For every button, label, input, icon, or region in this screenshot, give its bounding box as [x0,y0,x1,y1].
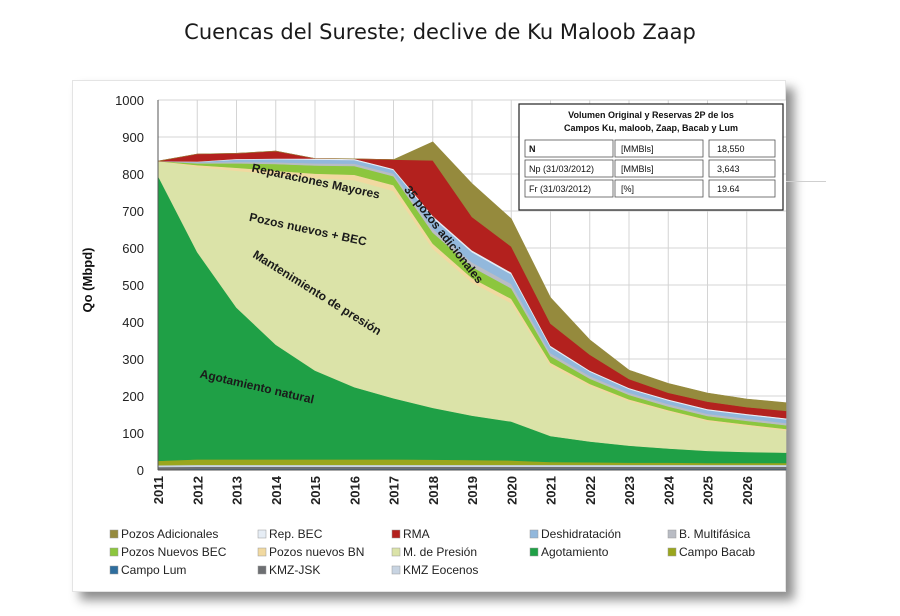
y-tick-label: 0 [137,463,144,478]
series-area-kmz-eocenos [157,464,787,468]
reserves-table: Volumen Original y Reservas 2P de los Cam… [518,103,784,211]
page-title: Cuencas del Sureste; declive de Ku Maloo… [184,20,696,44]
table-row-value: 18,550 [717,144,745,154]
legend-label: Campo Lum [121,563,186,577]
y-tick-label: 900 [122,130,144,145]
x-tick-label: 2020 [504,476,519,505]
table-cell [708,179,776,198]
y-tick-label: 400 [122,315,144,330]
legend-label: M. de Presión [403,545,477,559]
legend-swatch [391,565,401,575]
x-tick-label: 2017 [387,476,402,505]
x-tick-label: 2022 [583,476,598,505]
y-tick-label: 600 [122,241,144,256]
legend-label: Pozos Nuevos BEC [121,545,227,559]
y-tick-label: 300 [122,352,144,367]
table-row-unit: [MMBls] [621,144,654,154]
table-row-label: N [529,144,536,154]
legend-label: KMZ-JSK [269,563,320,577]
x-tick-label: 2025 [701,476,716,505]
axes: 0 100 200 300 400 500 600 700 800 900 1000 2011 2012… [80,93,786,505]
table-cell [524,139,614,158]
x-tick-label: 2015 [308,476,323,505]
legend-swatch [667,529,677,539]
x-tick-label: 2018 [426,476,441,505]
legend-label: B. Multifásica [679,527,751,541]
y-tick-label: 1000 [115,93,144,108]
legend-swatch [529,547,539,557]
x-tick-label: 2011 [151,476,166,504]
table-cell [708,139,776,158]
y-tick-label: 500 [122,278,144,293]
legend-label: Campo Bacab [679,545,755,559]
divider [786,181,826,182]
x-tick-label: 2023 [622,476,637,505]
legend-swatch [391,547,401,557]
legend-label: KMZ Eocenos [403,563,478,577]
y-tick-label: 800 [122,167,144,182]
table-row-unit: [%] [621,184,634,194]
legend-swatch [109,547,119,557]
legend-label: Rep. BEC [269,527,323,541]
x-tick-label: 2016 [347,476,362,505]
legend-swatch [109,529,119,539]
table-row-value: 19.64 [717,184,740,194]
legend-swatch [257,547,267,557]
legend-swatch [257,529,267,539]
x-tick-label: 2012 [190,476,205,505]
table-row-value: 3,643 [717,164,740,174]
y-tick-label: 100 [122,426,144,441]
table-cell [524,159,614,178]
table-cell [524,179,614,198]
table-row-unit: [MMBls] [621,164,654,174]
table-cell [614,179,704,198]
table-row-label: Fr (31/03/2012) [529,184,591,194]
table-title-line1: Volumen Original y Reservas 2P de los [568,110,734,120]
y-tick-label: 700 [122,204,144,219]
legend-label: RMA [403,527,430,541]
series-area-pozos-adicionales [157,141,787,412]
table-cell [708,159,776,178]
x-tick-label: 2026 [740,476,755,505]
legend-label: Deshidratación [541,527,621,541]
table-title-line2: Campos Ku, maloob, Zaap, Bacab y Lum [564,123,738,133]
table-cell [614,159,704,178]
legend-label: Agotamiento [541,545,609,559]
x-tick-label: 2013 [230,476,245,505]
x-tick-label: 2014 [269,475,284,505]
table-row-label: Np (31/03/2012) [529,164,594,174]
y-axis-label: Qo (Mbpd) [80,248,95,313]
legend-swatch [257,565,267,575]
series-area-kmz-jsk [157,466,787,470]
table-cell [614,139,704,158]
x-tick-label: 2021 [544,476,559,505]
legend: Pozos Adicionales Rep. BEC RMA Deshidrataci… [109,527,755,577]
x-tick-label: 2019 [465,476,480,505]
legend-label: Pozos Adicionales [121,527,218,541]
legend-label: Pozos nuevos BN [269,545,364,559]
legend-swatch [109,565,119,575]
legend-swatch [391,529,401,539]
x-tick-label: 2024 [661,475,676,505]
legend-swatch [529,529,539,539]
y-tick-label: 200 [122,389,144,404]
legend-swatch [667,547,677,557]
